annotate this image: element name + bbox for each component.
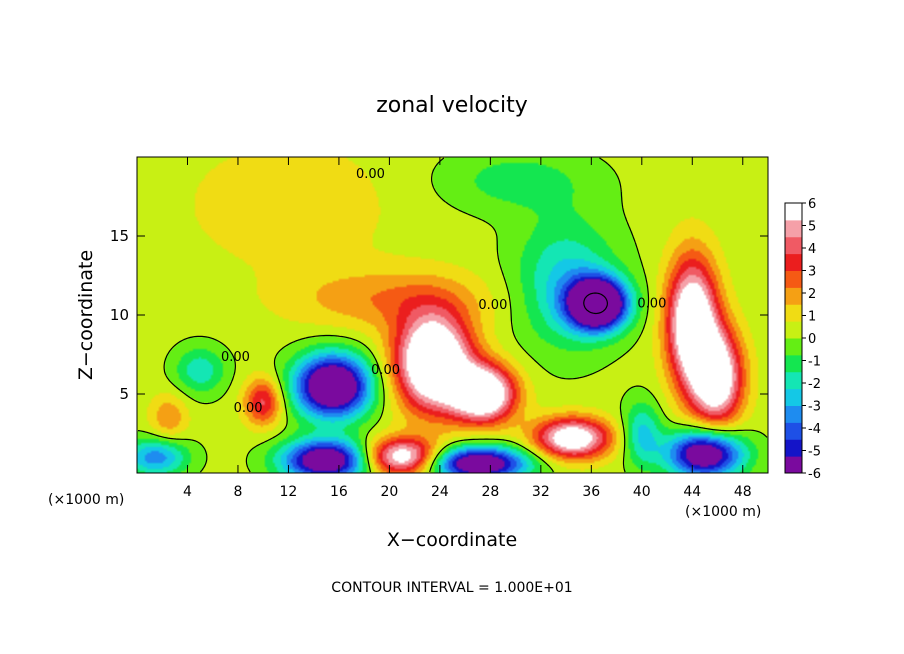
contour-lines: [137, 157, 768, 473]
contour-labels: 0.00 0.00 0.00 0.00 0.00 0.00: [221, 167, 666, 416]
x-tick-label: 8: [233, 484, 242, 500]
colorbar-swatch: [785, 439, 802, 457]
colorbar-tick-label: 6: [808, 197, 816, 212]
x-tick-label: 28: [481, 484, 499, 500]
colorbar-swatch: [785, 456, 802, 474]
colorbar: 6 5 4 3 2 1 0 -1 -2 -3 -4 -5 -6: [784, 197, 821, 482]
x-tick-label: 32: [532, 484, 550, 500]
x-tick-label: 48: [734, 484, 752, 500]
colorbar-tick-label: 2: [808, 287, 816, 302]
x-tick-label: 36: [582, 484, 600, 500]
colorbar-swatch: [785, 321, 802, 339]
colorbar-tick-label: -6: [808, 467, 821, 482]
colorbar-swatch: [785, 219, 802, 238]
x-tick-label: 24: [431, 484, 449, 500]
colorbar-tick-label: -2: [808, 377, 821, 392]
colorbar-swatch: [785, 371, 802, 390]
colorbar-swatch: [785, 304, 802, 322]
colorbar-swatch: [785, 203, 802, 221]
plot-area: 0.00 0.00 0.00 0.00 0.00 0.00: [137, 157, 768, 473]
y-axis-label: Z−coordinate: [75, 250, 97, 380]
colorbar-tick-label: 4: [808, 242, 816, 257]
x-tick-label: 16: [330, 484, 348, 500]
colorbar-tick-label: -4: [808, 422, 821, 437]
y-axis-ticks: 5 10 15: [110, 227, 768, 403]
x-tick-label: 40: [633, 484, 651, 500]
contour-negative: [583, 292, 608, 315]
contour-interval-note: CONTOUR INTERVAL = 1.000E+01: [331, 580, 572, 596]
colorbar-swatch: [785, 354, 802, 373]
x-tick-label: 4: [183, 484, 192, 500]
colorbar-tick-label: -3: [808, 400, 821, 415]
chart-title: zonal velocity: [376, 93, 528, 118]
colorbar-tick-label: 3: [808, 265, 816, 280]
y-tick-label: 5: [119, 385, 129, 403]
x-axis-ticks: 4 8 12 16 20 24 28 32 36 40 44 48: [183, 157, 752, 500]
contour-label: 0.00: [371, 363, 400, 378]
contour-zero: [137, 157, 768, 473]
colorbar-tick-label: 5: [808, 220, 816, 235]
colorbar-swatch: [785, 270, 802, 288]
x-tick-label: 12: [280, 484, 298, 500]
colorbar-swatch: [785, 422, 802, 440]
x-unit-left: (×1000 m): [48, 492, 124, 508]
x-tick-label: 20: [380, 484, 398, 500]
colorbar-tick-label: 1: [808, 310, 816, 325]
velocity-field: [137, 157, 768, 473]
colorbar-swatch: [785, 253, 802, 271]
contour-label: 0.00: [356, 167, 385, 182]
colorbar-swatch: [785, 236, 802, 255]
colorbar-tick-label: -5: [808, 445, 821, 460]
y-tick-label: 10: [110, 306, 129, 324]
x-tick-label: 44: [683, 484, 701, 500]
y-tick-label: 15: [110, 227, 129, 245]
colorbar-swatch: [785, 388, 802, 406]
colorbar-tick-label: 0: [808, 332, 816, 347]
contour-label: 0.00: [637, 297, 666, 312]
x-axis-label: X−coordinate: [387, 529, 517, 551]
contour-label: 0.00: [478, 298, 507, 313]
colorbar-swatch: [785, 287, 802, 305]
colorbar-swatch: [785, 405, 802, 423]
contour-label: 0.00: [234, 401, 263, 416]
contour-label: 0.00: [221, 350, 250, 365]
x-unit-right: (×1000 m): [685, 504, 761, 520]
colorbar-swatch: [785, 338, 802, 356]
colorbar-tick-label: -1: [808, 355, 821, 370]
